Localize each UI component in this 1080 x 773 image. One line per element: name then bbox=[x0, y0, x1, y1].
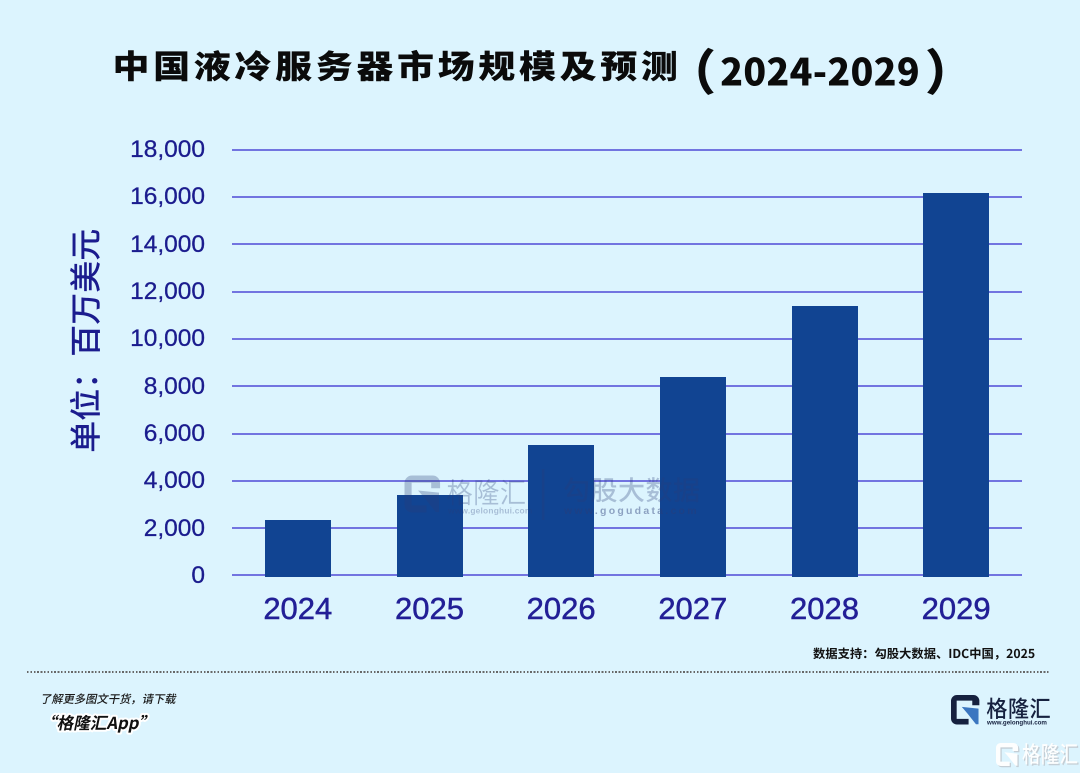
svg-text:www.gelonghui.com: www.gelonghui.com bbox=[447, 506, 533, 516]
svg-text:www.gogudata.com: www.gogudata.com bbox=[563, 505, 699, 517]
svg-text:www.gelonghui.com: www.gelonghui.com bbox=[986, 720, 1047, 727]
